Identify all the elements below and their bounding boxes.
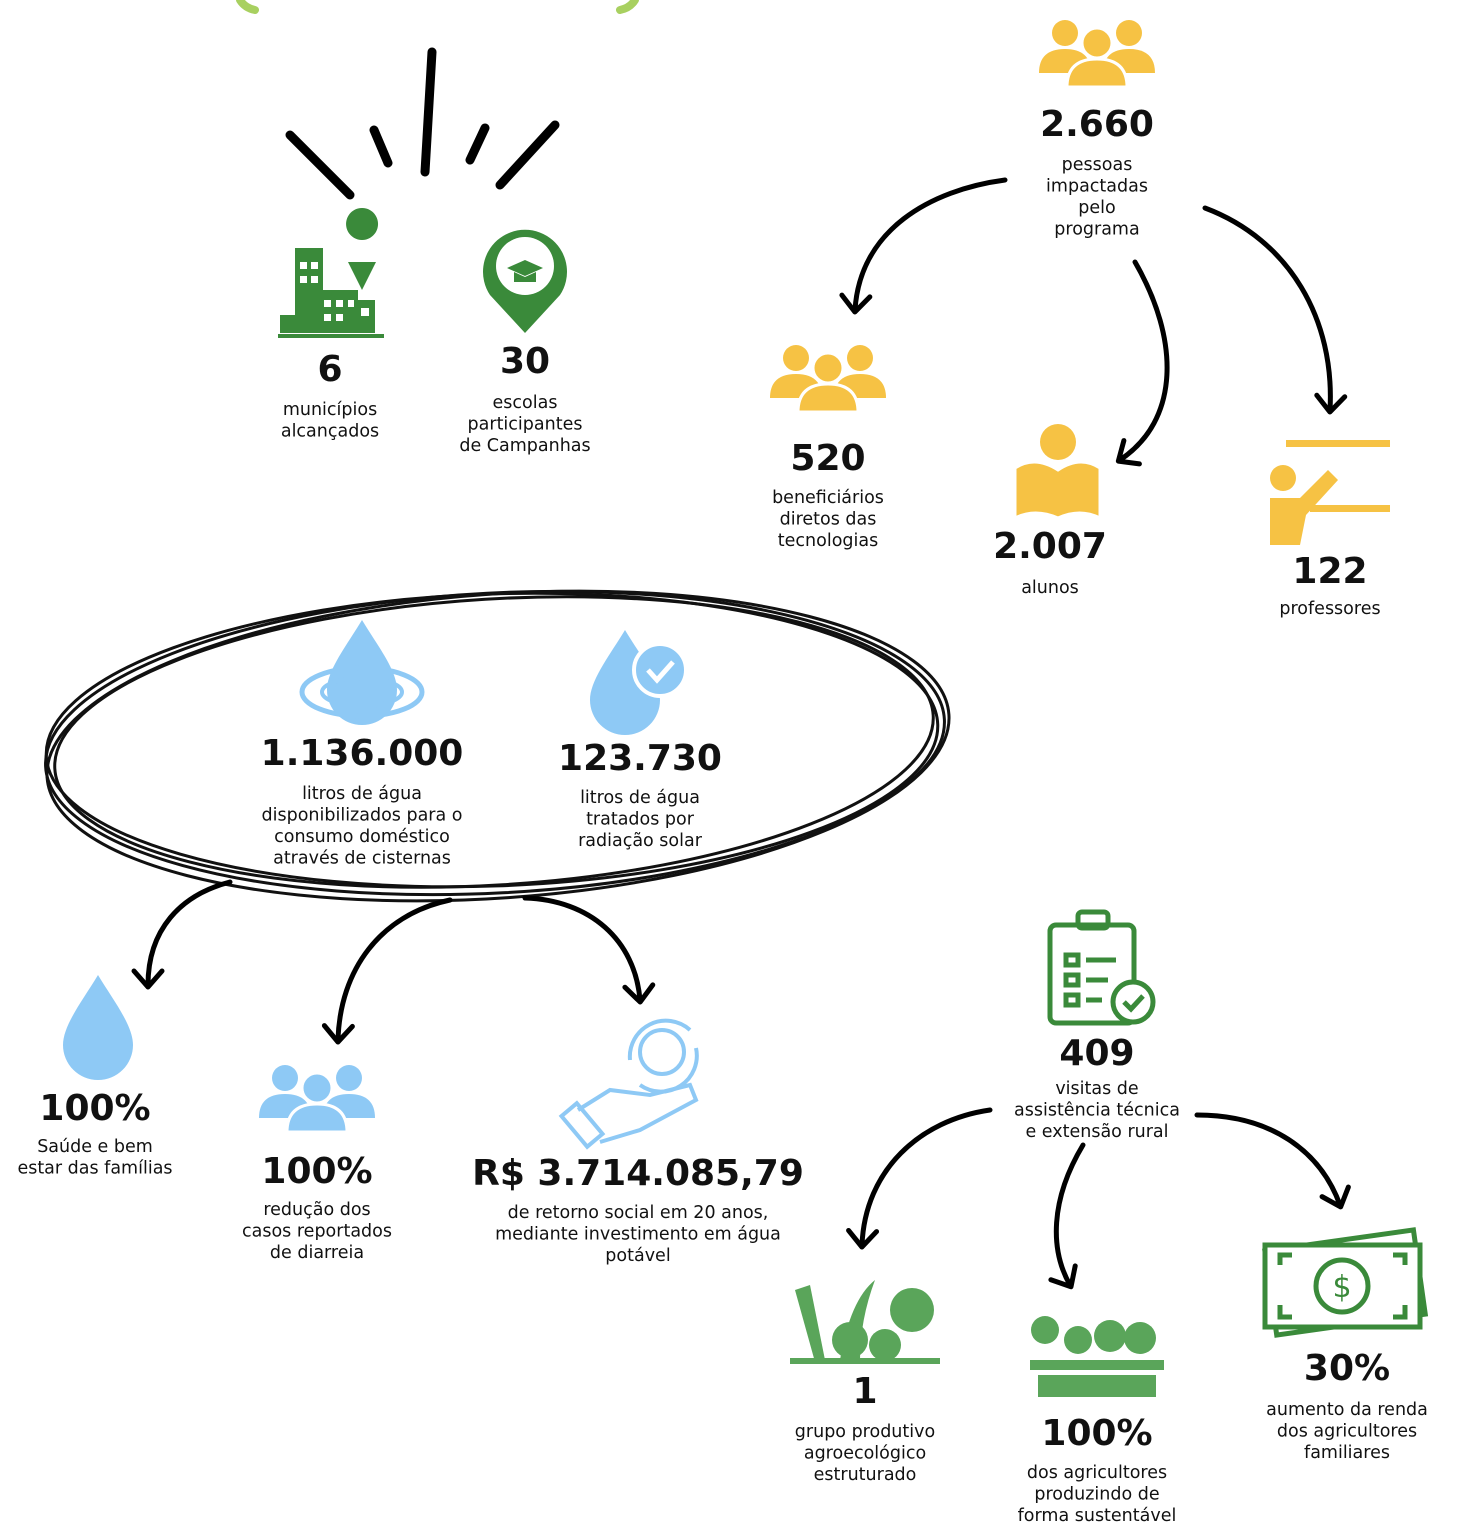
icon-buildings <box>278 208 384 338</box>
stat-label: participantes <box>468 415 583 435</box>
icon-people <box>257 1063 377 1134</box>
stat-label: produzindo de <box>1034 1485 1159 1505</box>
burst <box>285 47 560 200</box>
icon-crate <box>1030 1316 1164 1397</box>
stat-value: 409 <box>1059 1033 1134 1074</box>
icon-student <box>1013 424 1102 521</box>
stat-value: 100% <box>1041 1413 1152 1454</box>
icon-people <box>1037 18 1157 89</box>
svg-text:$: $ <box>1332 1270 1351 1305</box>
stat-label: potável <box>605 1246 670 1266</box>
stat-label: mediante investimento em água <box>495 1225 781 1245</box>
stat-label: alunos <box>1021 578 1079 598</box>
stat-value: R$ 3.714.085,79 <box>472 1153 804 1194</box>
scribble-ellipse <box>44 589 951 903</box>
stat-label: aumento da renda <box>1266 1400 1428 1420</box>
stat-label: de Campanhas <box>459 436 590 456</box>
stat-label: professores <box>1279 599 1380 619</box>
stat-label: estar das famílias <box>17 1159 172 1179</box>
stat-value: 6 <box>317 349 342 390</box>
icon-water-ripple <box>299 620 425 725</box>
stat-label: tratados por <box>586 810 695 830</box>
stat-label: assistência técnica <box>1014 1101 1180 1121</box>
icon-money: $ <box>1262 1227 1429 1338</box>
stat-label: municípios <box>283 400 377 420</box>
icon-vegetables <box>790 1280 940 1364</box>
stat-label: disponibilizados para o <box>262 806 463 826</box>
stat-label: através de cisternas <box>273 849 451 869</box>
stat-label: estruturado <box>814 1465 917 1485</box>
stat-label: tecnologias <box>778 531 878 551</box>
top-bracket <box>236 0 639 14</box>
icon-drop-check <box>590 630 688 735</box>
stat-value: 122 <box>1292 551 1367 592</box>
stat-label: familiares <box>1304 1443 1390 1463</box>
stat-label: de diarreia <box>270 1243 364 1263</box>
arrows <box>131 177 1351 1290</box>
stat-label: beneficiários <box>772 488 884 508</box>
stat-label: dos agricultores <box>1027 1463 1167 1483</box>
stat-label: pessoas <box>1062 155 1133 175</box>
stat-label: visitas de <box>1055 1079 1138 1099</box>
icon-people <box>768 343 888 414</box>
stat-value: 2.660 <box>1040 104 1154 145</box>
stat-value: 100% <box>39 1088 150 1129</box>
stat-value: 100% <box>261 1151 372 1192</box>
stat-label: agroecológico <box>804 1444 926 1464</box>
stat-label: consumo doméstico <box>274 827 450 847</box>
stat-label: impactadas <box>1046 177 1148 197</box>
stat-label: litros de água <box>302 784 422 804</box>
stat-value: 30% <box>1304 1348 1390 1389</box>
stat-value: 30 <box>500 341 550 382</box>
icon-hand-coin <box>558 1018 699 1150</box>
stat-label: casos reportados <box>242 1222 392 1242</box>
stat-value: 1 <box>852 1371 877 1412</box>
stat-value: 123.730 <box>558 738 722 779</box>
stat-value: 2.007 <box>993 526 1107 567</box>
stat-value: 1.136.000 <box>261 733 464 774</box>
stat-label: programa <box>1054 220 1139 240</box>
icon-school-pin <box>483 229 567 333</box>
icon-teacher <box>1270 440 1390 545</box>
stat-value: 520 <box>790 438 865 479</box>
stat-label: pelo <box>1078 198 1115 218</box>
stat-label: alcançados <box>281 422 379 442</box>
stat-label: e extensão rural <box>1025 1122 1168 1142</box>
stat-label: de retorno social em 20 anos, <box>508 1203 769 1223</box>
icon-clipboard <box>1047 909 1156 1026</box>
stat-label: redução dos <box>263 1200 370 1220</box>
stat-label: grupo produtivo <box>795 1422 935 1442</box>
stat-label: dos agricultores <box>1277 1422 1417 1442</box>
stat-label: diretos das <box>780 510 877 530</box>
icon-drop <box>63 975 133 1080</box>
stat-label: radiação solar <box>578 831 703 851</box>
stat-label: litros de água <box>580 788 700 808</box>
stat-label: escolas <box>493 393 558 413</box>
stat-label: Saúde e bem <box>37 1137 153 1157</box>
stat-label: forma sustentável <box>1018 1506 1177 1524</box>
